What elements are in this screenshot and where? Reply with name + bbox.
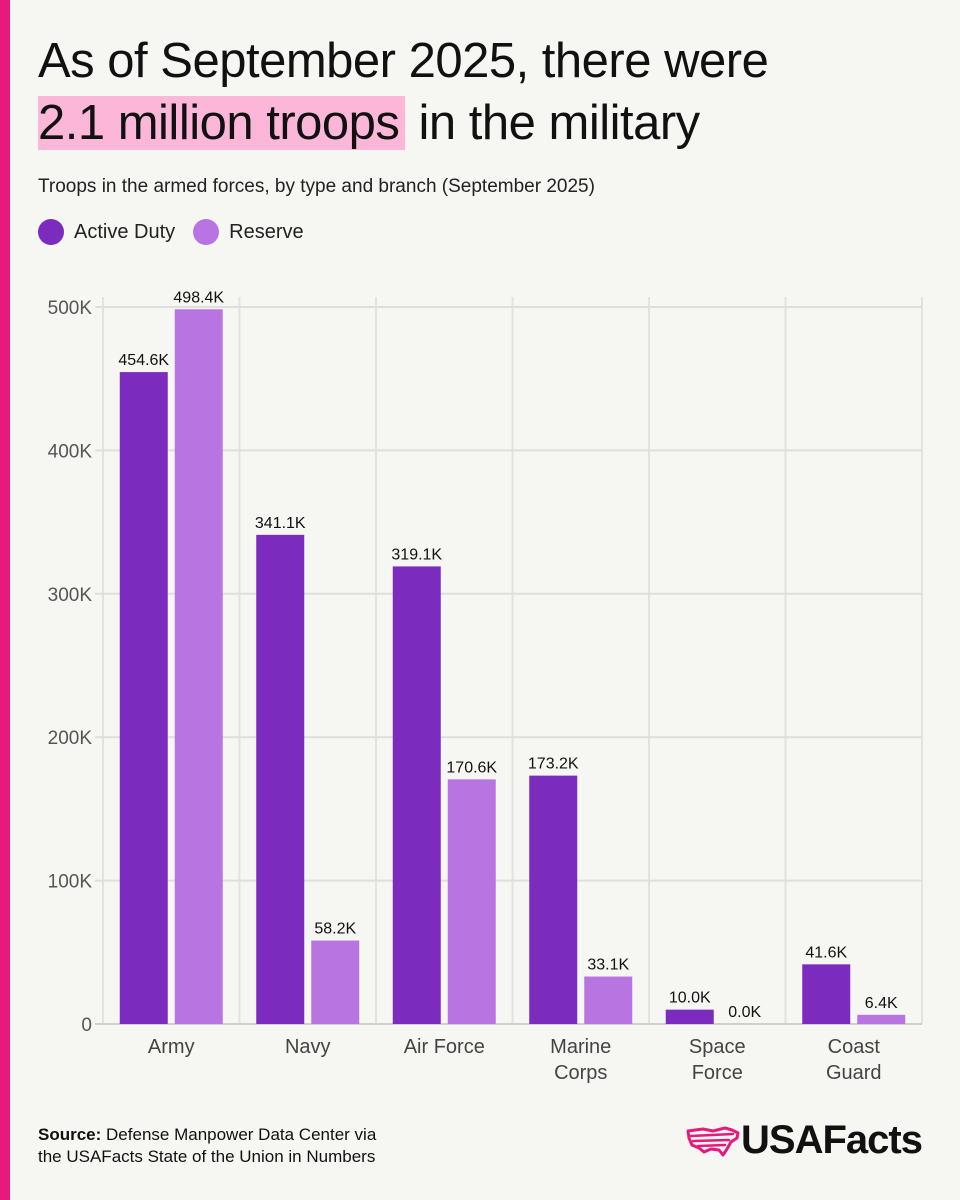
legend-label-active-duty: Active Duty xyxy=(74,220,176,243)
bar-active-duty xyxy=(802,964,851,1024)
y-tick-label: 400K xyxy=(48,441,93,462)
bar-reserve xyxy=(857,1014,906,1024)
legend-swatch-active-duty xyxy=(38,219,64,245)
bar-active-duty xyxy=(665,1009,714,1024)
title-highlight: 2.1 million troops xyxy=(38,96,406,150)
x-tick-label: Navy xyxy=(285,1036,331,1058)
data-label: 454.6K xyxy=(118,352,169,369)
y-tick-label: 500K xyxy=(48,298,93,319)
x-tick-label: Marine xyxy=(550,1036,611,1058)
data-label: 41.6K xyxy=(805,944,847,961)
data-label: 6.4K xyxy=(865,995,898,1012)
y-tick-label: 300K xyxy=(48,585,93,606)
y-tick-label: 0 xyxy=(81,1015,92,1036)
x-tick-label: Coast xyxy=(828,1036,881,1058)
data-label: 173.2K xyxy=(528,756,579,773)
bar-reserve xyxy=(584,976,633,1024)
data-label: 33.1K xyxy=(587,957,629,974)
x-tick-label: Space xyxy=(689,1036,746,1058)
title-part1: As of September 2025, there were xyxy=(38,34,769,88)
title-part2: in the military xyxy=(418,96,701,150)
accent-bar xyxy=(0,0,10,1200)
bar-reserve xyxy=(311,940,360,1024)
data-label: 0.0K xyxy=(728,1004,761,1021)
x-tick-label: Corps xyxy=(554,1062,607,1084)
x-tick-label: Force xyxy=(692,1062,743,1084)
source-label: Source: xyxy=(38,1125,102,1144)
chart-subtitle: Troops in the armed forces, by type and … xyxy=(38,176,595,197)
y-tick-label: 100K xyxy=(48,872,93,893)
bar-reserve xyxy=(174,309,223,1024)
data-label: 10.0K xyxy=(669,990,711,1007)
x-tick-label: Guard xyxy=(826,1062,882,1084)
usafacts-logo: USAFacts xyxy=(685,1118,923,1163)
bar-active-duty xyxy=(392,566,441,1024)
x-tick-label: Air Force xyxy=(404,1036,485,1058)
logo-text: USAFacts xyxy=(741,1118,923,1162)
bar-active-duty xyxy=(256,534,305,1024)
legend-item-reserve: Reserve xyxy=(193,219,304,245)
legend-label-reserve: Reserve xyxy=(229,220,304,243)
bar-active-duty xyxy=(119,372,168,1024)
usa-map-icon xyxy=(686,1126,740,1156)
data-label: 319.1K xyxy=(391,546,442,563)
data-label: 58.2K xyxy=(314,921,356,938)
y-tick-label: 200K xyxy=(48,728,93,749)
chart-title: As of September 2025, there were 2.1 mil… xyxy=(38,30,928,154)
source-text-line1: Defense Manpower Data Center via xyxy=(106,1125,377,1144)
bar-chart: 0 100K 200K 300K 400K 500K 454.6K 498.4K Army 341… xyxy=(48,289,923,1084)
bar-reserve xyxy=(447,779,496,1024)
source-note: Source: Defense Manpower Data Center via… xyxy=(38,1124,376,1168)
data-label: 341.1K xyxy=(255,515,306,532)
source-text-line2: the USAFacts State of the Union in Numbe… xyxy=(38,1147,376,1166)
bar-active-duty xyxy=(529,775,578,1024)
data-label: 170.6K xyxy=(446,759,497,776)
x-tick-label: Army xyxy=(148,1036,195,1058)
legend-swatch-reserve xyxy=(193,219,220,245)
data-label: 498.4K xyxy=(173,289,224,306)
legend-item-active-duty: Active Duty xyxy=(38,219,175,245)
legend: Active Duty Reserve xyxy=(38,219,322,245)
